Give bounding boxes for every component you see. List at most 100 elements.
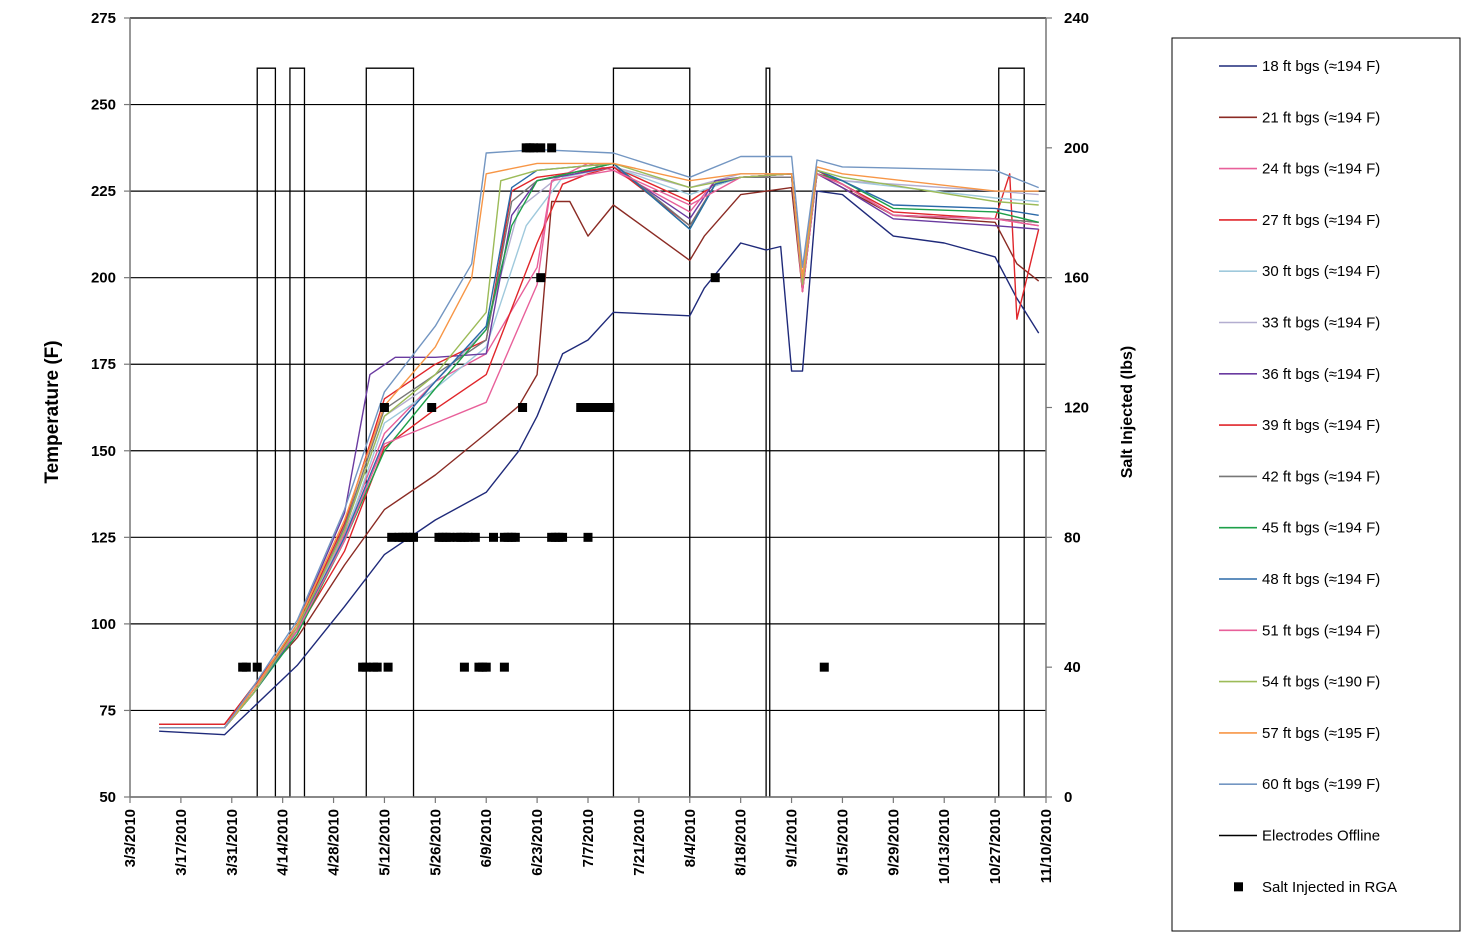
x-tick-label: 6/23/2010 xyxy=(529,809,546,876)
legend-label: 27 ft bgs (≈194 F) xyxy=(1262,212,1380,229)
salt-marker xyxy=(547,143,557,153)
legend-label: 18 ft bgs (≈194 F) xyxy=(1262,58,1380,75)
x-tick-label: 8/4/2010 xyxy=(682,809,699,867)
y-axis-title: Temperature (F) xyxy=(42,340,63,483)
x-tick-label: 9/1/2010 xyxy=(784,809,801,867)
y-tick-label: 250 xyxy=(91,97,116,114)
salt-marker xyxy=(445,532,455,542)
legend-label: 57 ft bgs (≈195 F) xyxy=(1262,725,1380,742)
electrodes-offline-series xyxy=(130,67,1046,798)
legend-label: 21 ft bgs (≈194 F) xyxy=(1262,109,1380,126)
legend-label: Electrodes Offline xyxy=(1262,828,1380,845)
legend-label: 36 ft bgs (≈194 F) xyxy=(1262,366,1380,383)
gridlines xyxy=(130,17,1046,712)
y-tick-label: 100 xyxy=(91,616,116,633)
series-line-14 xyxy=(159,162,1039,729)
legend-label: 51 ft bgs (≈194 F) xyxy=(1262,622,1380,639)
x-tick-label: 9/29/2010 xyxy=(885,809,902,876)
legend-label: 42 ft bgs (≈194 F) xyxy=(1262,468,1380,485)
legend-marker xyxy=(1234,882,1243,892)
salt-marker xyxy=(605,403,615,412)
y-tick-label: 75 xyxy=(99,702,116,719)
legend-label: 48 ft bgs (≈194 F) xyxy=(1262,571,1380,588)
legend-label: 30 ft bgs (≈194 F) xyxy=(1262,263,1380,280)
salt-marker xyxy=(470,532,480,542)
salt-marker xyxy=(252,662,262,672)
salt-marker xyxy=(499,662,509,672)
x-tick-label: 9/15/2010 xyxy=(834,809,851,876)
y2-axis-tick-labels: 0 40 80 120 160 200 240 xyxy=(1064,10,1089,806)
series-line-10 xyxy=(159,162,1039,729)
salt-marker xyxy=(518,403,528,412)
series-line-1 xyxy=(159,190,1040,736)
salt-marker xyxy=(361,662,371,672)
x-tick-label: 5/26/2010 xyxy=(427,809,444,876)
salt-marker xyxy=(536,273,546,283)
salt-marker xyxy=(427,403,437,412)
y2-tick-label: 0 xyxy=(1064,789,1072,806)
y-tick-label: 50 xyxy=(99,789,116,806)
salt-marker xyxy=(590,403,600,412)
electrodes-offline-line xyxy=(130,67,1046,798)
y-tick-label: 225 xyxy=(91,183,116,200)
salt-marker xyxy=(463,532,473,542)
y-tick-label: 150 xyxy=(91,443,116,460)
salt-marker xyxy=(379,403,389,412)
x-tick-label: 3/31/2010 xyxy=(224,809,241,876)
series-line-4 xyxy=(159,166,1040,725)
salt-marker xyxy=(387,532,397,542)
salt-marker xyxy=(558,532,568,542)
y2-tick-label: 120 xyxy=(1064,400,1089,417)
legend-box xyxy=(1171,37,1461,932)
series-line-12 xyxy=(159,169,1039,729)
salt-marker xyxy=(409,532,419,542)
axes xyxy=(124,17,1052,803)
y2-tick-label: 240 xyxy=(1064,10,1089,27)
y-axis-tick-labels: 50 75 100 125 150 175 200 225 250 275 xyxy=(91,10,116,806)
salt-marker xyxy=(383,662,393,672)
salt-marker xyxy=(528,143,538,153)
x-axis-tick-labels: 3/3/2010 3/17/2010 3/31/2010 4/14/2010 4/28/… xyxy=(122,809,1055,884)
y-tick-label: 200 xyxy=(91,270,116,287)
series-line-7 xyxy=(159,166,1039,729)
y2-tick-label: 160 xyxy=(1064,270,1089,287)
x-tick-label: 4/28/2010 xyxy=(326,809,343,876)
legend-label: 45 ft bgs (≈194 F) xyxy=(1262,520,1380,537)
salt-injected-series xyxy=(238,143,829,672)
salt-marker xyxy=(583,532,593,542)
temperature-series-lines xyxy=(159,148,1040,736)
legend-label: 54 ft bgs (≈190 F) xyxy=(1262,674,1380,691)
salt-marker xyxy=(710,273,720,283)
x-tick-label: 7/21/2010 xyxy=(631,809,648,876)
legend-label: Salt Injected in RGA xyxy=(1262,879,1397,896)
salt-marker xyxy=(459,662,469,672)
salt-marker xyxy=(488,532,498,542)
legend: 18 ft bgs (≈194 F) 21 ft bgs (≈194 F) 24 f… xyxy=(1171,37,1461,932)
y2-axis-title: Salt Injected (lbs) xyxy=(1119,346,1136,478)
legend-label: 33 ft bgs (≈194 F) xyxy=(1262,315,1380,332)
x-tick-label: 11/10/2010 xyxy=(1038,809,1055,883)
salt-marker xyxy=(481,662,491,672)
y-tick-label: 275 xyxy=(91,10,116,27)
x-tick-label: 8/18/2010 xyxy=(733,809,750,876)
x-tick-label: 6/9/2010 xyxy=(478,809,495,867)
x-tick-label: 7/7/2010 xyxy=(580,809,597,867)
salt-marker xyxy=(536,143,546,153)
x-tick-label: 10/27/2010 xyxy=(987,809,1004,884)
legend-label: 24 ft bgs (≈194 F) xyxy=(1262,161,1380,178)
x-tick-label: 10/13/2010 xyxy=(936,809,953,884)
y-tick-label: 125 xyxy=(91,529,116,546)
salt-marker xyxy=(819,662,829,672)
y2-tick-label: 40 xyxy=(1064,659,1081,676)
legend-label: 60 ft bgs (≈199 F) xyxy=(1262,776,1380,793)
y2-tick-label: 80 xyxy=(1064,529,1081,546)
x-tick-label: 5/12/2010 xyxy=(376,809,393,876)
y-tick-label: 175 xyxy=(91,356,116,373)
series-line-15 xyxy=(159,148,1039,729)
salt-marker xyxy=(372,662,382,672)
legend-label: 39 ft bgs (≈194 F) xyxy=(1262,417,1380,434)
y2-tick-label: 200 xyxy=(1064,140,1089,157)
salt-marker xyxy=(241,662,251,672)
x-tick-label: 3/17/2010 xyxy=(173,809,190,876)
